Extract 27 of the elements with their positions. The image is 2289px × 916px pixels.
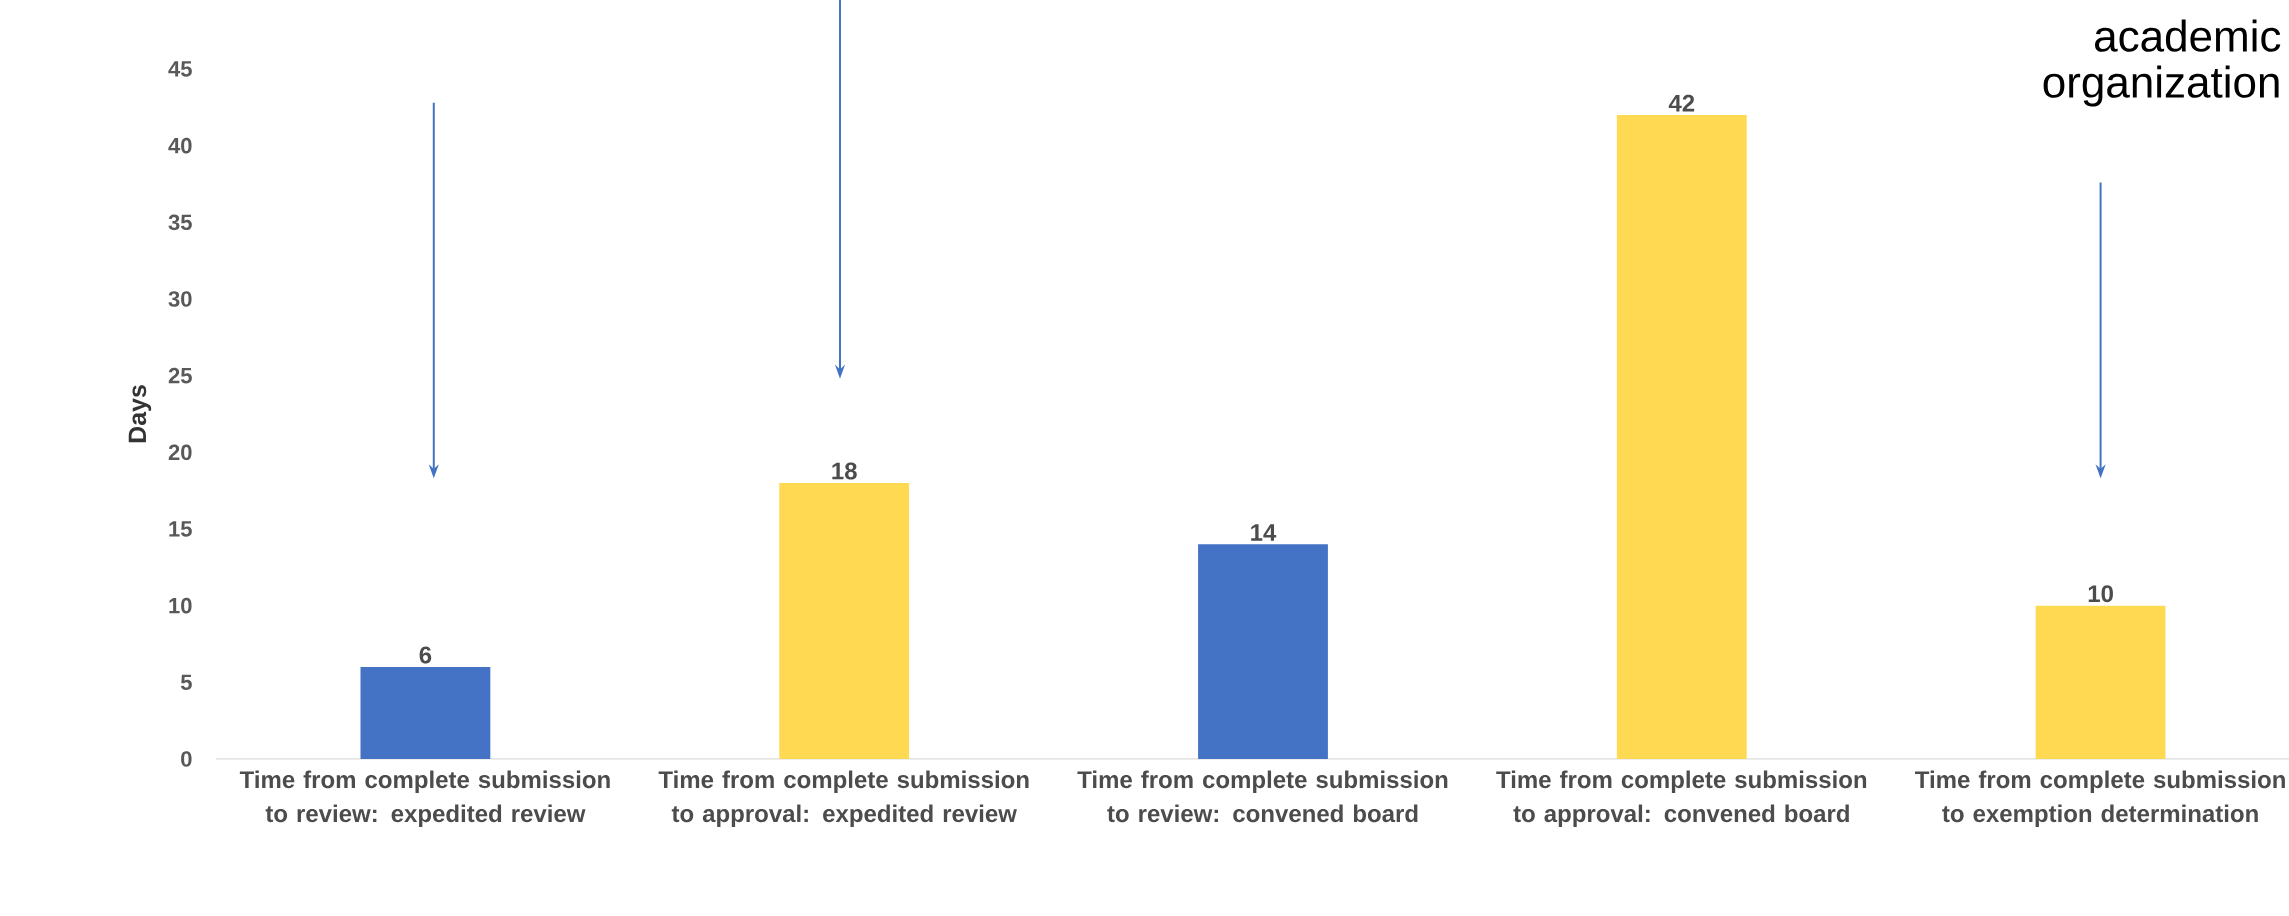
x-tick-label: Time from complete submission to approval: convened board [1496, 770, 1867, 827]
y-tick-label: 45 [168, 61, 192, 77]
x-tick-label: Time from complete submission to exemption determination [1915, 770, 2285, 827]
y-tick-label: 10 [169, 597, 192, 614]
y-tick-label: 20 [168, 444, 192, 461]
data-label: 42 [1668, 94, 1695, 112]
y-tick-label: 25 [168, 367, 192, 384]
bar [2035, 605, 2166, 759]
data-label: 6 [419, 646, 432, 664]
y-tick-label: 30 [168, 291, 192, 307]
y-tick-label: 40 [168, 137, 192, 154]
data-label: 18 [832, 462, 857, 480]
bar [360, 667, 491, 759]
data-label: 10 [2088, 585, 2113, 603]
data-label: 14 [1251, 524, 1277, 541]
y-tick-label: 5 [180, 674, 192, 691]
y-tick-label: 35 [168, 214, 192, 231]
x-tick-label: Time from complete submission to approval: expedited review [658, 770, 1029, 827]
bar [779, 483, 910, 759]
bar [1616, 115, 1747, 759]
bar [1198, 544, 1328, 759]
y-tick-label: 0 [181, 751, 192, 767]
x-tick-label: Time from complete submission to review: convened board [1077, 770, 1448, 823]
y-tick-label: 15 [169, 521, 192, 537]
y-axis-title: Days [128, 385, 152, 443]
annotation: academic organization [2043, 19, 2281, 107]
x-tick-label: Time from complete submission to review: expedited review [239, 770, 610, 827]
